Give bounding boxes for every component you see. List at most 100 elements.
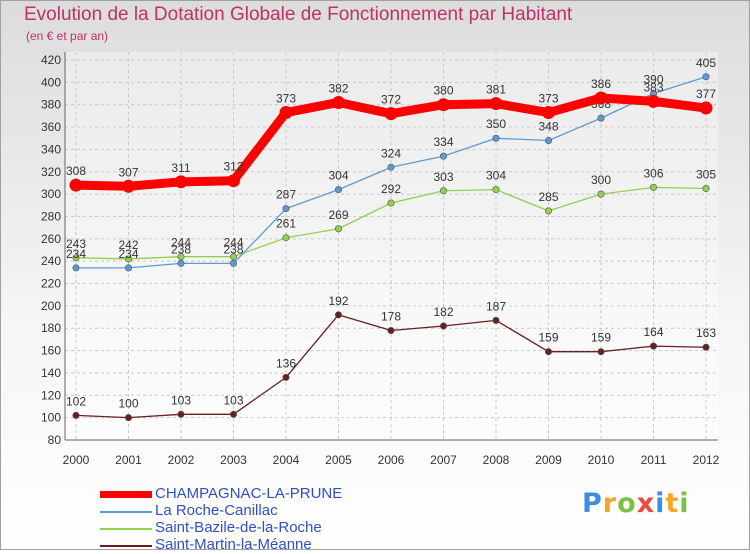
x-tick-label: 2001 — [115, 453, 142, 467]
data-label-saint-martin: 102 — [66, 394, 86, 408]
data-point-saint-bazile — [387, 199, 395, 207]
data-point-champagnac — [174, 175, 188, 189]
data-point-la-roche-canillac — [597, 114, 605, 122]
data-point-champagnac — [69, 178, 83, 192]
data-label-saint-bazile: 300 — [591, 173, 611, 187]
data-label-la-roche-canillac: 334 — [433, 135, 453, 149]
data-label-saint-bazile: 303 — [433, 170, 453, 184]
data-point-saint-martin — [439, 322, 447, 330]
y-tick-label: 320 — [41, 165, 61, 179]
data-point-saint-martin — [230, 410, 238, 418]
data-label-saint-bazile: 304 — [486, 169, 506, 183]
data-label-saint-bazile: 244 — [223, 236, 243, 250]
legend-item-saint-bazile: Saint-Bazile-de-la-Roche — [100, 519, 430, 537]
y-tick-label: 160 — [41, 344, 61, 358]
data-label-la-roche-canillac: 287 — [276, 188, 296, 202]
data-label-saint-bazile: 305 — [696, 168, 716, 182]
data-label-la-roche-canillac: 390 — [643, 73, 663, 87]
data-label-la-roche-canillac: 238 — [171, 242, 191, 256]
data-point-saint-bazile — [334, 225, 342, 233]
data-point-la-roche-canillac — [282, 205, 290, 213]
x-tick-label: 2006 — [378, 453, 405, 467]
data-point-champagnac — [384, 107, 398, 121]
data-point-saint-bazile — [439, 187, 447, 195]
logo-letter: r — [602, 488, 618, 519]
data-point-saint-martin — [334, 311, 342, 319]
y-tick-label: 140 — [41, 366, 61, 380]
legend-item-champagnac: CHAMPAGNAC-LA-PRUNE — [100, 485, 430, 503]
x-tick-label: 2007 — [430, 453, 457, 467]
logo-letter: i — [655, 488, 666, 519]
data-point-saint-bazile — [649, 183, 657, 191]
data-label-champagnac: 386 — [591, 77, 611, 91]
data-label-saint-martin: 100 — [118, 397, 138, 411]
data-label-champagnac: 377 — [696, 87, 716, 101]
data-point-champagnac — [699, 101, 713, 115]
x-tick-label: 2012 — [693, 453, 720, 467]
data-label-saint-bazile: 269 — [328, 208, 348, 222]
data-label-la-roche-canillac: 348 — [538, 119, 558, 133]
data-label-saint-martin: 182 — [433, 305, 453, 319]
data-point-saint-martin — [125, 414, 133, 422]
chart-subtitle: (en € et par an) — [26, 29, 109, 43]
data-label-saint-bazile: 243 — [66, 237, 86, 251]
legend-swatch-la-roche-canillac — [100, 511, 152, 513]
data-label-saint-bazile: 261 — [276, 217, 296, 231]
data-point-saint-bazile — [597, 190, 605, 198]
data-label-saint-martin: 164 — [643, 325, 663, 339]
data-label-la-roche-canillac: 238 — [223, 242, 243, 256]
data-label-saint-bazile: 285 — [538, 190, 558, 204]
logo-letter: t — [665, 488, 680, 519]
data-label-champagnac: 383 — [643, 80, 663, 94]
x-tick-label: 2005 — [325, 453, 352, 467]
legend-label-saint-martin: Saint-Martin-la-Méanne — [155, 536, 312, 553]
data-label-la-roche-canillac: 304 — [328, 169, 348, 183]
data-label-saint-bazile: 244 — [171, 236, 191, 250]
x-tick-label: 2004 — [273, 453, 300, 467]
data-label-saint-bazile: 292 — [381, 182, 401, 196]
logo-letter: i — [679, 488, 690, 519]
data-label-la-roche-canillac: 324 — [381, 146, 401, 160]
x-tick-label: 2010 — [588, 453, 615, 467]
data-label-champagnac: 312 — [223, 160, 243, 174]
y-tick-label: 380 — [41, 98, 61, 112]
data-label-saint-martin: 187 — [486, 299, 506, 313]
data-point-saint-martin — [282, 373, 290, 381]
data-label-saint-martin: 192 — [328, 294, 348, 308]
data-point-saint-martin — [72, 411, 80, 419]
x-tick-label: 2000 — [63, 453, 90, 467]
data-label-champagnac: 308 — [66, 164, 86, 178]
data-label-saint-martin: 159 — [591, 331, 611, 345]
legend-swatch-saint-martin — [100, 545, 152, 547]
data-point-la-roche-canillac — [177, 259, 185, 267]
data-point-saint-martin — [387, 326, 395, 334]
legend-item-saint-martin: Saint-Martin-la-Méanne — [100, 536, 430, 554]
data-label-champagnac: 382 — [328, 81, 348, 95]
y-tick-label: 340 — [41, 142, 61, 156]
legend-swatch-champagnac — [100, 491, 152, 498]
data-point-saint-martin — [492, 316, 500, 324]
data-label-la-roche-canillac: 234 — [118, 247, 138, 261]
data-point-saint-martin — [702, 343, 710, 351]
data-point-saint-martin — [544, 348, 552, 356]
y-tick-label: 260 — [41, 232, 61, 246]
data-point-saint-bazile — [492, 186, 500, 194]
y-tick-label: 400 — [41, 75, 61, 89]
data-label-la-roche-canillac: 234 — [66, 247, 86, 261]
y-tick-label: 300 — [41, 187, 61, 201]
data-point-champagnac — [122, 179, 135, 193]
data-point-champagnac — [594, 91, 608, 105]
data-label-champagnac: 373 — [538, 92, 558, 106]
y-tick-label: 240 — [41, 254, 61, 268]
proxiti-logo: Proxiti — [582, 488, 690, 519]
data-point-champagnac — [279, 106, 293, 120]
data-label-saint-bazile: 242 — [118, 238, 138, 252]
chart-title: Evolution de la Dotation Globale de Fonc… — [24, 4, 573, 25]
legend-label-saint-bazile: Saint-Bazile-de-la-Roche — [155, 519, 322, 536]
x-tick-label: 2003 — [220, 453, 247, 467]
legend-item-la-roche-canillac: La Roche-Canillac — [100, 502, 430, 520]
data-point-la-roche-canillac — [230, 259, 238, 267]
data-point-la-roche-canillac — [72, 264, 80, 272]
legend-label-la-roche-canillac: La Roche-Canillac — [155, 502, 278, 519]
